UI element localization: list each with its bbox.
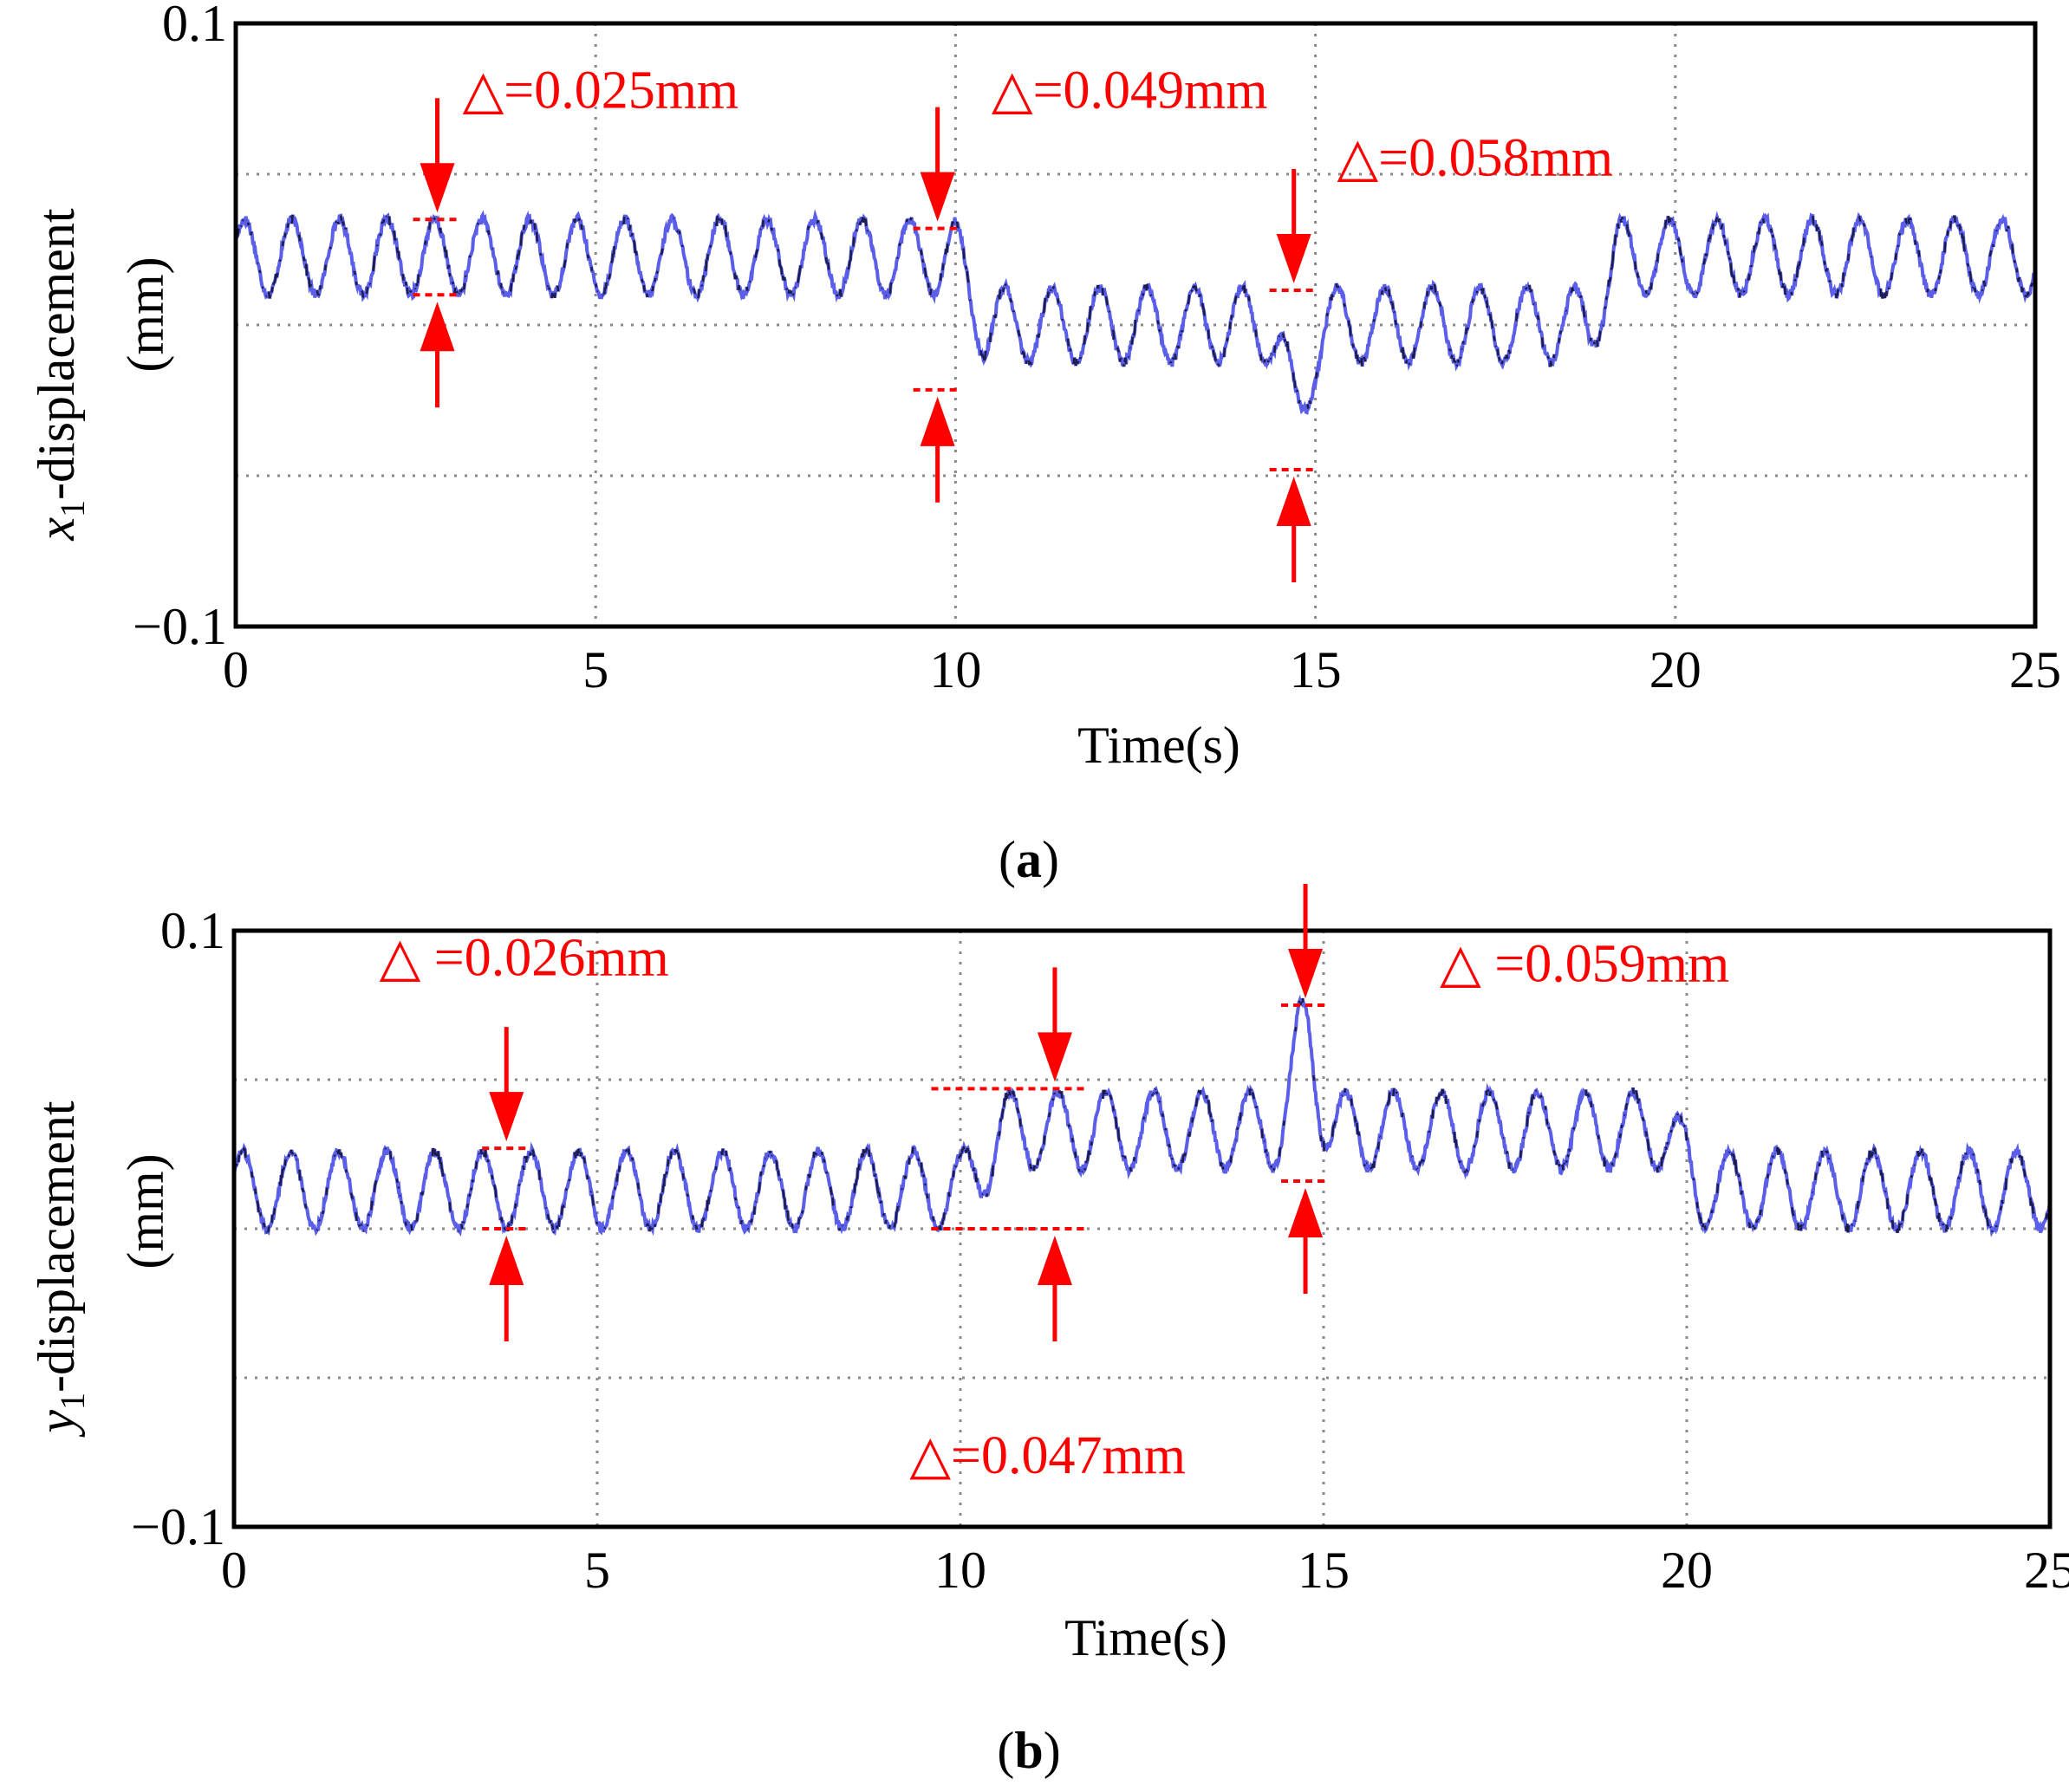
panel-label-b: (b) <box>997 1722 1060 1779</box>
panel-label-open-a: ( <box>999 831 1016 888</box>
y-tick-label: 0.1 <box>160 902 225 959</box>
y-tick-label: 0.1 <box>162 0 227 52</box>
x-tick-label: 25 <box>2009 641 2061 698</box>
arrow-head-up-icon <box>1276 477 1311 527</box>
panel-b: 0 5 10 15 20 25 0.1−0.1 △ =0.026mm△=0.047mm△ … <box>28 884 2069 1779</box>
y-tick-label: −0.1 <box>131 1498 225 1555</box>
arrow-head-up-icon <box>489 1236 524 1285</box>
panel-label-a: (a) <box>999 831 1059 888</box>
arrow-head-up-icon <box>1288 1187 1324 1237</box>
delta-label: △=0.025mm <box>463 61 739 120</box>
x-tick-label: 0 <box>221 1542 247 1599</box>
plot-frame-b <box>231 928 2053 1529</box>
arrow-head-down-icon <box>420 163 455 213</box>
delta-annotation-1: △=0.047mm <box>909 967 1186 1485</box>
x-axis-label-b: Time(s) <box>1064 1609 1227 1666</box>
y-axis-rest-b: -displacement <box>28 1101 85 1393</box>
y-axis-var-a: x <box>28 517 85 542</box>
y-axis-sub-a: 1 <box>53 500 92 517</box>
arrow-head-up-icon <box>420 302 455 352</box>
x-tick-labels-b: 0 5 10 15 20 25 <box>221 1542 2069 1599</box>
arrow-head-down-icon <box>920 172 955 222</box>
delta-annotation-0: △ =0.026mm <box>380 929 669 1341</box>
x-axis-label-a: Time(s) <box>1077 717 1240 774</box>
delta-annotation-2: △ =0.059mm <box>1281 884 1729 1294</box>
arrow-head-up-icon <box>1037 1236 1072 1285</box>
delta-label: △ =0.026mm <box>380 929 669 988</box>
x-tick-label: 10 <box>934 1542 986 1599</box>
x-tick-label: 20 <box>1661 1542 1713 1599</box>
annotations-a: △=0.025mm △=0.049mm △=0.058mm <box>413 61 1614 583</box>
grid-lines-b <box>234 931 2050 1527</box>
y-axis-label-b: y1-displacement <box>28 1101 92 1438</box>
delta-label: △ =0.059mm <box>1440 934 1729 993</box>
annotations-b: △ =0.026mm △=0.047mm △ =0.059mm <box>380 884 1729 1485</box>
arrow-head-down-icon <box>489 1092 524 1142</box>
series-y1-displacement <box>232 994 2052 1237</box>
x-tick-label: 20 <box>1649 641 1701 698</box>
y-axis-unit-b: (mm) <box>117 1153 174 1269</box>
grid-lines-a <box>236 23 2035 627</box>
y-axis-unit-a: (mm) <box>117 256 174 372</box>
delta-label: △=0.058mm <box>1337 129 1614 188</box>
y-axis-label-a: x1-displacement <box>28 208 92 542</box>
y-tick-labels-b: 0.1 −0.1 <box>131 902 225 1555</box>
x-tick-label: 10 <box>929 641 981 698</box>
arrow-head-down-icon <box>1276 233 1311 283</box>
x-tick-label: 25 <box>2024 1542 2069 1599</box>
delta-annotation-2: △=0.058mm <box>1269 129 1614 583</box>
delta-annotation-0: △=0.025mm <box>413 61 739 408</box>
y-axis-var-b: y <box>28 1410 85 1438</box>
delta-label: △=0.047mm <box>909 1426 1186 1485</box>
panel-label-open-b: ( <box>997 1722 1014 1779</box>
delta-annotation-1: △=0.049mm <box>913 61 1268 503</box>
x-tick-label: 0 <box>223 641 249 698</box>
delta-label: △=0.049mm <box>992 61 1268 120</box>
x-tick-labels-a: 0 5 10 15 20 25 <box>223 641 2061 698</box>
y-axis-sub-b: 1 <box>53 1393 92 1410</box>
arrow-head-down-icon <box>1037 1032 1072 1082</box>
x-tick-label: 15 <box>1290 641 1342 698</box>
y-axis-rest-a: -displacement <box>28 208 85 500</box>
x-tick-label: 5 <box>584 1542 610 1599</box>
x-tick-label: 15 <box>1298 1542 1350 1599</box>
arrow-head-up-icon <box>920 396 955 446</box>
arrow-head-down-icon <box>1288 949 1324 998</box>
panel-label-letter-a: a <box>1016 831 1042 888</box>
y-tick-labels-a: 0.1 −0.1 <box>133 0 227 655</box>
y-tick-label: −0.1 <box>133 598 227 655</box>
panel-label-close-b: ) <box>1044 1722 1061 1779</box>
panel-label-close-a: ) <box>1042 831 1059 888</box>
panel-label-letter-b: b <box>1014 1722 1043 1779</box>
plot-frame-a <box>233 21 2038 629</box>
x-tick-label: 5 <box>582 641 608 698</box>
